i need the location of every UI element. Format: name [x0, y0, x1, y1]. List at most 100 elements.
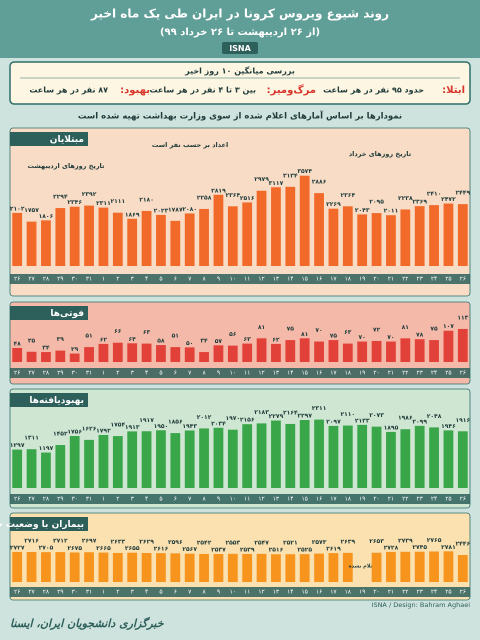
- x-tick-label: ۳۰: [71, 496, 77, 503]
- bar: [414, 206, 425, 266]
- value-label: ۲۲۵۸: [197, 194, 212, 201]
- x-tick-label: ۱۷: [330, 276, 337, 283]
- value-label: ۲۷۴۵: [412, 544, 427, 551]
- x-tick-label: ۲۶: [460, 370, 466, 377]
- bar: [443, 430, 454, 488]
- value-label: ۲۱۵۶: [240, 417, 255, 424]
- bar: [242, 553, 253, 582]
- value-label: ۲۱۱۰: [340, 411, 355, 418]
- value-label: ۷۰: [359, 334, 366, 341]
- value-label: ۵۶: [229, 331, 237, 338]
- value-label: ۶۳: [344, 329, 352, 336]
- x-tick-label: ۷: [188, 496, 192, 503]
- value-label: ۲۵۹۶: [168, 539, 183, 546]
- panel: [9, 512, 471, 601]
- x-tick-label: ۱: [102, 589, 105, 596]
- summary-label: بهبود:: [120, 85, 150, 96]
- value-label: ۲۰۹۷: [326, 418, 341, 425]
- panel: [9, 388, 471, 509]
- panel-title: بهبودیافته‌ها: [29, 396, 84, 406]
- panel: [9, 301, 471, 385]
- x-tick-label: ۲۸: [43, 370, 50, 377]
- value-label: ۱۲۹۷: [10, 442, 25, 449]
- bar: [285, 554, 296, 582]
- value-label: ۱۱۳: [457, 314, 468, 321]
- bar: [141, 343, 152, 362]
- bar: [141, 431, 152, 488]
- bar: [127, 552, 138, 582]
- bar: [69, 436, 80, 488]
- bar: [26, 449, 37, 488]
- value-label: ۲۰۸۰: [182, 206, 197, 213]
- value-label: ۲۵۳۹: [240, 546, 255, 553]
- x-tick-label: ۱۷: [330, 370, 337, 377]
- x-tick-label: ۲: [116, 276, 119, 283]
- bar: [41, 452, 51, 488]
- bar: [371, 340, 382, 362]
- x-tick-label: ۲۶: [460, 276, 466, 283]
- bar: [199, 352, 209, 362]
- bar: [184, 553, 195, 582]
- value-label: ۲۵۴۲: [197, 539, 212, 546]
- x-tick-label: ۳: [131, 496, 135, 503]
- bar: [55, 350, 66, 362]
- x-tick-label: ۶: [174, 370, 177, 377]
- x-tick-label: ۳: [131, 276, 135, 283]
- bar: [184, 213, 195, 266]
- bar: [285, 423, 296, 488]
- value-label: ۱۹۴۳: [182, 423, 197, 430]
- value-label: ۲۲۶۹: [326, 201, 341, 208]
- value-label: ۲۵۷۳: [312, 539, 327, 546]
- value-label: ۶۲: [100, 336, 108, 343]
- value-label: ۲۱۱۱: [110, 198, 125, 205]
- value-label: ۱۷۹۲: [96, 427, 111, 434]
- value-label: ۳۴: [42, 345, 50, 352]
- bar: [12, 212, 23, 266]
- label-strip: [10, 494, 470, 504]
- x-tick-label: ۲۲: [402, 496, 408, 503]
- x-tick-label: ۱۲: [258, 370, 264, 377]
- x-tick-label: ۵: [159, 276, 162, 283]
- value-label: ۲۳۶۹: [412, 199, 427, 206]
- value-label: ۳۴: [200, 338, 208, 345]
- x-tick-label: ۲۸: [43, 589, 50, 596]
- bar: [12, 449, 23, 488]
- x-tick-label: ۵: [159, 589, 162, 596]
- value-label: ۲۰۲۳: [154, 207, 169, 214]
- value-label: ۷۵: [287, 326, 295, 333]
- x-tick-label: ۲۶: [460, 496, 466, 503]
- x-tick-label: ۱۳: [273, 276, 280, 283]
- bar: [242, 424, 253, 488]
- bar: [342, 425, 353, 488]
- bar: [170, 433, 181, 488]
- bar: [314, 553, 324, 582]
- bar: [227, 206, 238, 266]
- x-tick-label: ۲۲: [402, 370, 408, 377]
- value-label: ۸۱: [402, 324, 409, 331]
- panel-title-box: [10, 132, 88, 146]
- summary-text: حدود ۹۵ نفر در هر ساعت: [323, 86, 424, 95]
- value-label: ۱۹۷۰: [225, 415, 240, 422]
- value-label: ۷۰: [315, 327, 322, 334]
- x-tick-label: ۱۹: [359, 276, 365, 283]
- x-tick-label: ۱۶: [316, 370, 322, 377]
- value-label: ۲۹۷۹: [254, 176, 269, 183]
- value-label: ۱۹۵۰: [154, 423, 169, 430]
- bar: [271, 420, 281, 488]
- x-tick-label: ۱۹: [359, 589, 365, 596]
- value-label: ۶۳: [244, 336, 252, 343]
- x-tick-label: ۶: [174, 496, 177, 503]
- bar: [371, 426, 382, 488]
- x-tick-label: ۲۶: [14, 589, 20, 596]
- bar: [84, 347, 94, 362]
- bar: [328, 340, 339, 362]
- bar: [457, 431, 468, 488]
- x-tick-label: ۲۰: [373, 496, 379, 503]
- value-label: ۱۹۴۶: [441, 423, 456, 430]
- bar: [256, 423, 267, 488]
- bar: [84, 439, 94, 488]
- value-label: ۲۰۹۵: [369, 199, 384, 206]
- value-label: ۵۱: [172, 333, 179, 340]
- x-tick-label: ۹: [217, 370, 220, 377]
